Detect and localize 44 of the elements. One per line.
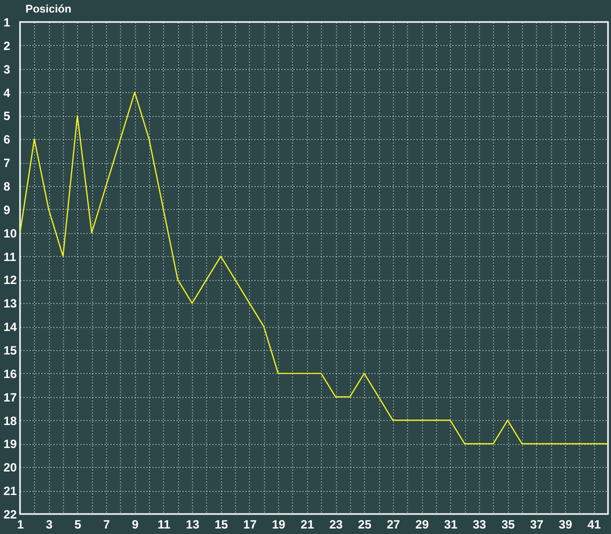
y-tick-label: 12 — [4, 273, 18, 288]
line-series — [19, 92, 609, 444]
y-tick-label: 14 — [4, 320, 18, 334]
x-tick-label: 41 — [587, 518, 602, 532]
y-tick-label: 1 — [4, 16, 10, 30]
x-tick-label: 21 — [300, 518, 314, 532]
y-tick-label: 13 — [4, 296, 18, 311]
x-tick-label: 9 — [132, 518, 139, 532]
y-tick-label: 22 — [4, 508, 18, 522]
y-axis-title: Posición — [26, 4, 72, 16]
y-tick-label: 16 — [4, 366, 18, 381]
x-tick-label: 37 — [530, 518, 544, 532]
x-tick-label: 31 — [444, 518, 458, 532]
y-tick-label: 17 — [4, 390, 18, 404]
y-tick-label: 20 — [4, 460, 18, 475]
y-tick-label: 11 — [4, 250, 17, 264]
x-tick-label: 17 — [243, 518, 257, 532]
y-tick-label: 3 — [4, 62, 10, 76]
x-tick-label: 39 — [558, 518, 572, 532]
x-tick-label: 33 — [472, 518, 486, 532]
y-tick-label: 6 — [4, 132, 10, 147]
y-tick-label: 9 — [4, 202, 10, 217]
x-tick-label: 11 — [158, 518, 171, 532]
x-tick-label: 25 — [358, 518, 372, 532]
y-tick-label: 8 — [4, 180, 10, 194]
x-tick-label: 15 — [214, 518, 228, 532]
x-tick-label: 13 — [186, 518, 200, 532]
y-tick-label: 19 — [4, 437, 18, 452]
x-tick-label: 29 — [415, 518, 430, 532]
x-tick-label: 35 — [501, 518, 516, 532]
x-tick-label: 27 — [386, 518, 400, 532]
y-tick-label: 2 — [4, 38, 10, 53]
x-tick-label: 3 — [46, 518, 53, 532]
y-tick-label: 5 — [4, 109, 10, 124]
y-tick-label: 7 — [4, 156, 10, 170]
y-tick-label: 18 — [4, 414, 18, 428]
x-tick-label: 19 — [272, 518, 286, 532]
x-tick-label: 23 — [329, 518, 344, 532]
y-tick-label: 10 — [4, 226, 18, 240]
y-tick-label: 4 — [4, 86, 10, 100]
x-tick-label: 7 — [103, 518, 110, 532]
x-tick-label: 5 — [74, 518, 82, 532]
y-tick-label: 15 — [4, 344, 18, 358]
y-tick-label: 21 — [4, 484, 18, 498]
